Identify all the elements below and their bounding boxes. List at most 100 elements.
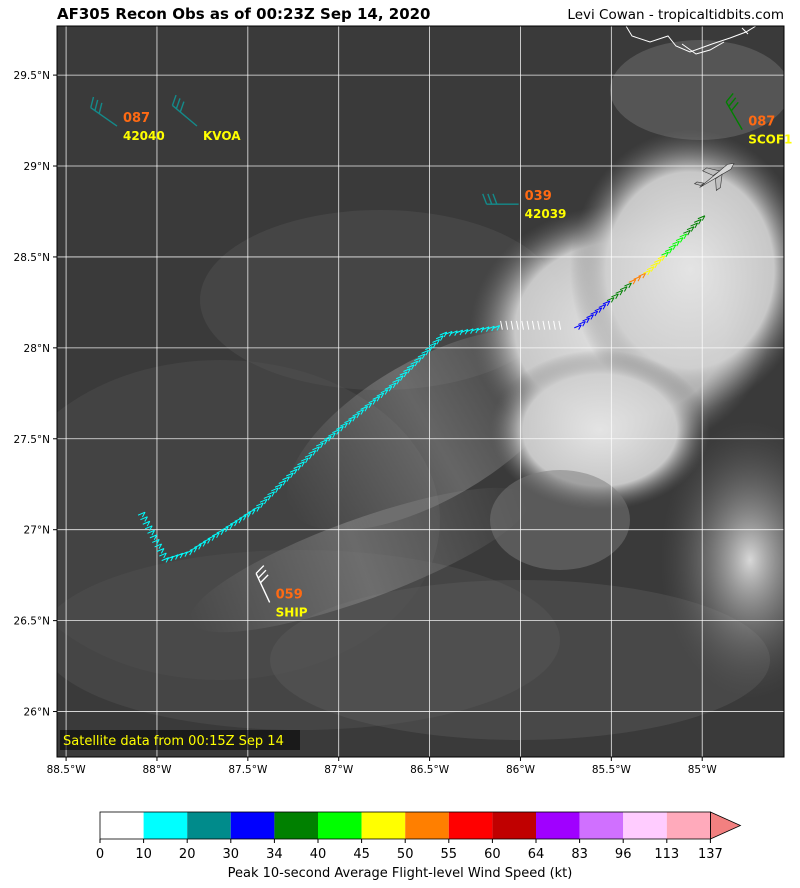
wind-barb-flag: [216, 529, 224, 534]
wind-barb: [602, 304, 607, 310]
wind-barb-flag: [263, 495, 271, 499]
wind-barb-group: [137, 511, 167, 559]
wind-barb: [414, 360, 419, 367]
lat-tick-label: 26.5°N: [14, 616, 50, 628]
wind-barb: [418, 357, 422, 363]
coastline: [625, 26, 757, 55]
wind-barb: [586, 317, 590, 324]
station-barb-feather: [487, 193, 493, 205]
station-id: 42039: [525, 207, 567, 221]
wind-barb-flag: [425, 346, 433, 351]
wind-barb: [407, 368, 411, 374]
wind-barb-flag: [159, 552, 167, 557]
colorbar-tick-label: 83: [571, 847, 588, 862]
wind-barb: [642, 273, 646, 279]
wind-barb-flag: [654, 258, 662, 263]
wind-barb: [368, 402, 373, 409]
wind-barb: [328, 436, 332, 442]
wind-barb-flag: [198, 541, 206, 546]
map-gridlines: [57, 26, 784, 757]
station-barb-feather: [257, 569, 267, 579]
wind-barb-group: [315, 385, 393, 449]
wind-barb: [360, 409, 365, 415]
station-id: KVOA: [203, 129, 241, 143]
lon-tick-label: 85.5°W: [592, 764, 632, 776]
wind-barb: [615, 293, 619, 300]
wind-barb-flag: [360, 405, 368, 410]
station-scof1: 087 SCOF1: [725, 92, 792, 147]
wind-barb-group: [643, 255, 666, 276]
wind-barb-flag: [683, 229, 691, 234]
wind-barb-flag: [308, 450, 316, 454]
wind-barb-group: [628, 272, 646, 285]
wind-barb: [598, 307, 603, 313]
flight-track: [137, 215, 706, 563]
colorbar-swatch: [579, 812, 624, 839]
wind-barb-flag: [392, 378, 400, 383]
station-obs: 087 42040 KVOA 039 42039 087 SCOF1 059 SHIP: [90, 92, 792, 619]
wind-barb: [216, 532, 220, 538]
station-barb-feather: [171, 94, 177, 106]
wind-barb-flag: [175, 552, 184, 557]
wind-barb-flag: [229, 520, 238, 525]
wind-barb-flag: [606, 297, 615, 302]
wind-barb-flag: [234, 517, 242, 522]
wind-barb: [156, 539, 160, 545]
wind-barb-group: [606, 282, 632, 303]
wind-barb: [521, 320, 524, 330]
wind-barb: [282, 480, 287, 486]
station-barb-feather: [179, 101, 185, 113]
wind-barb-flag: [675, 237, 684, 242]
colorbar-swatch: [274, 812, 318, 839]
wind-barb-flag: [247, 509, 256, 514]
wind-barb-flag: [628, 278, 636, 283]
wind-barb-flag: [466, 328, 474, 333]
wind-barb: [429, 346, 433, 352]
wind-barb: [537, 320, 540, 330]
wind-barb-flag: [690, 222, 698, 227]
wind-barb-flag: [315, 442, 324, 447]
wind-barb: [421, 353, 426, 360]
wind-barb-flag: [435, 335, 444, 340]
wind-barb: [396, 379, 400, 385]
wind-barb-flag: [694, 218, 702, 223]
wind-barb-flag: [624, 282, 632, 287]
wind-barb-flag: [271, 487, 279, 492]
station-value: 059: [276, 587, 303, 602]
colorbar-swatch: [230, 812, 275, 839]
station-ship: 059 SHIP: [255, 565, 308, 619]
wind-barb: [198, 544, 202, 550]
colorbar-swatch: [405, 812, 449, 839]
wind-barb-flag: [574, 324, 582, 329]
wind-barb-flag: [664, 248, 673, 252]
station-barb-feather: [492, 193, 498, 205]
wind-barb-flag: [212, 532, 220, 537]
wind-barb-group: [252, 446, 320, 512]
wind-barb: [440, 335, 444, 341]
wind-barb-flag: [320, 439, 328, 444]
wind-barb-flag: [598, 303, 606, 308]
wind-barb: [263, 498, 268, 505]
wind-barb: [243, 515, 247, 521]
wind-barb-flag: [348, 415, 356, 420]
wind-barb: [542, 320, 546, 330]
colorbar-swatch: [318, 812, 362, 839]
station-42040: 087 42040: [90, 96, 165, 143]
axis-labels: 88.5°W 88°W 87.5°W 87°W 86.5°W 86°W 85.5°W 85°W…: [14, 70, 718, 776]
colorbar-tick-label: 45: [353, 847, 370, 862]
wind-barb: [400, 375, 404, 381]
wind-barb: [637, 276, 642, 282]
wind-barb: [623, 286, 628, 292]
wind-barb: [267, 495, 272, 501]
station-barb-feather: [482, 193, 488, 205]
wind-barb-group: [661, 233, 688, 258]
wind-barb-group: [185, 509, 256, 556]
lat-tick-label: 28.5°N: [14, 252, 50, 264]
wind-barb: [340, 426, 344, 432]
station-barb-feather: [255, 565, 265, 574]
station-barb-feather: [98, 102, 103, 114]
wind-barb-flag: [376, 392, 384, 397]
wind-barb-flag: [152, 538, 160, 543]
wind-barb-flag: [611, 293, 619, 298]
wind-barb: [547, 320, 551, 330]
